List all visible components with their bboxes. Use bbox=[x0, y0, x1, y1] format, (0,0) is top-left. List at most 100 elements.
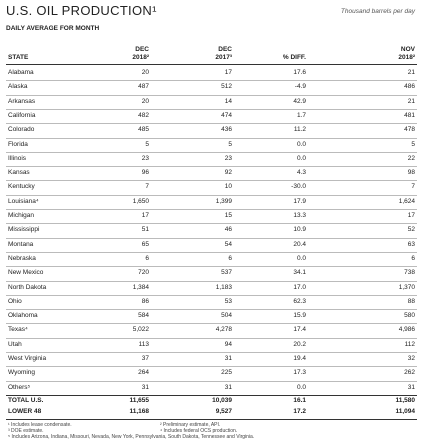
cell: 94 bbox=[224, 340, 232, 348]
unit-label: Thousand barrels per day bbox=[340, 8, 415, 15]
row-rule bbox=[6, 280, 417, 282]
row-rule bbox=[6, 237, 417, 239]
header-rule bbox=[6, 64, 417, 65]
cell: 7 bbox=[145, 183, 149, 191]
cell: 37 bbox=[141, 355, 149, 362]
cell: 20 bbox=[141, 69, 149, 76]
cell: 485 bbox=[138, 126, 149, 134]
cell: 31 bbox=[224, 355, 232, 362]
cell: 512 bbox=[221, 83, 232, 91]
cell: 225 bbox=[221, 369, 232, 377]
state-name: Others⁵ bbox=[8, 383, 31, 391]
cell: 17.3 bbox=[293, 369, 306, 377]
state-name: North Dakota bbox=[8, 283, 47, 291]
cell: 31 bbox=[224, 383, 232, 391]
cell: 17 bbox=[141, 212, 149, 219]
column-header: 2018² bbox=[132, 54, 149, 61]
cell: 1,183 bbox=[215, 283, 232, 291]
cell: 487 bbox=[138, 83, 149, 91]
row-rule bbox=[6, 352, 417, 353]
cell: 23 bbox=[224, 154, 232, 162]
column-header: DEC bbox=[135, 46, 149, 53]
cell: 15.9 bbox=[293, 312, 306, 320]
cell: 31 bbox=[407, 383, 415, 391]
cell: 63 bbox=[407, 240, 415, 248]
state-name: Alaska bbox=[8, 83, 28, 91]
cell: 21 bbox=[407, 97, 415, 105]
column-header: 2017³ bbox=[215, 54, 232, 61]
cell: 0.0 bbox=[296, 140, 306, 148]
state-name: Colorado bbox=[8, 126, 35, 134]
cell: 478 bbox=[404, 126, 415, 134]
column-header: STATE bbox=[8, 54, 29, 61]
cell: 5 bbox=[411, 140, 415, 148]
cell: 7 bbox=[411, 183, 415, 191]
state-name: Ohio bbox=[8, 297, 22, 305]
row-rule bbox=[6, 123, 417, 125]
row-rule bbox=[6, 323, 417, 325]
row-rule bbox=[6, 366, 417, 368]
total-cell: 11,655 bbox=[129, 396, 149, 404]
state-name: Florida bbox=[8, 140, 28, 148]
cell: 6 bbox=[411, 254, 415, 262]
total-cell: 16.1 bbox=[293, 396, 306, 404]
cell: 17.9 bbox=[293, 197, 306, 205]
row-rule bbox=[6, 194, 417, 196]
cell: 4,986 bbox=[398, 326, 415, 334]
state-name: Texas⁴ bbox=[8, 326, 28, 334]
column-header: 2018² bbox=[398, 54, 415, 61]
cell: 5,022 bbox=[132, 326, 149, 334]
row-rule bbox=[6, 380, 417, 382]
cell: 6 bbox=[145, 254, 149, 262]
row-rule bbox=[6, 166, 417, 168]
row-rule bbox=[6, 137, 417, 139]
cell: 0.0 bbox=[296, 254, 306, 262]
cell: 53 bbox=[224, 297, 232, 305]
row-rule bbox=[6, 180, 417, 182]
footnote: ³ DOE estimate. bbox=[8, 427, 44, 434]
cell: -30.0 bbox=[291, 183, 306, 191]
total-cell: LOWER 48 bbox=[8, 407, 42, 415]
state-name: Arkansas bbox=[8, 97, 36, 105]
row-rule bbox=[6, 151, 417, 153]
state-name: Louisiana⁴ bbox=[8, 197, 39, 205]
cell: 23 bbox=[141, 154, 149, 162]
state-name: Alabama bbox=[8, 69, 34, 76]
state-name: Utah bbox=[8, 340, 22, 348]
state-name: Wyoming bbox=[8, 369, 36, 377]
cell: 14 bbox=[224, 97, 232, 105]
cell: 21 bbox=[407, 69, 415, 76]
cell: 584 bbox=[138, 312, 149, 320]
cell: 13.3 bbox=[293, 212, 306, 219]
column-header: NOV bbox=[400, 46, 415, 53]
cell: 32 bbox=[407, 355, 415, 362]
cell: 15 bbox=[224, 212, 232, 219]
cell: 92 bbox=[224, 169, 232, 177]
cell: 54 bbox=[224, 240, 232, 248]
footnote: ⁴ Includes federal OCS production. bbox=[160, 427, 238, 434]
footer-rule bbox=[6, 418, 417, 420]
state-name: Kentucky bbox=[8, 183, 35, 191]
row-rule bbox=[6, 294, 417, 296]
row-rule bbox=[6, 223, 417, 225]
footnote: ⁵ Includes Arizona, Indiana, Missouri, N… bbox=[8, 433, 255, 440]
subtitle: DAILY AVERAGE FOR MONTH bbox=[6, 25, 100, 32]
cell: 20.2 bbox=[293, 340, 306, 348]
cell: 504 bbox=[221, 312, 232, 320]
total-cell: 10,039 bbox=[212, 396, 232, 404]
footnote: ¹ Includes lease condensate. bbox=[8, 421, 72, 428]
cell: 1.7 bbox=[296, 111, 306, 119]
row-rule bbox=[6, 94, 417, 96]
total-cell: 17.2 bbox=[293, 407, 306, 415]
row-rule bbox=[6, 108, 417, 110]
cell: 1,399 bbox=[215, 197, 232, 205]
column-header: DEC bbox=[218, 46, 232, 53]
row-rule bbox=[6, 309, 417, 311]
state-name: Kansas bbox=[8, 169, 30, 177]
cell: 88 bbox=[407, 297, 415, 305]
row-rule bbox=[6, 251, 417, 253]
cell: 1,370 bbox=[398, 283, 415, 291]
state-name: West Virginia bbox=[8, 355, 47, 362]
state-name: California bbox=[8, 111, 36, 119]
